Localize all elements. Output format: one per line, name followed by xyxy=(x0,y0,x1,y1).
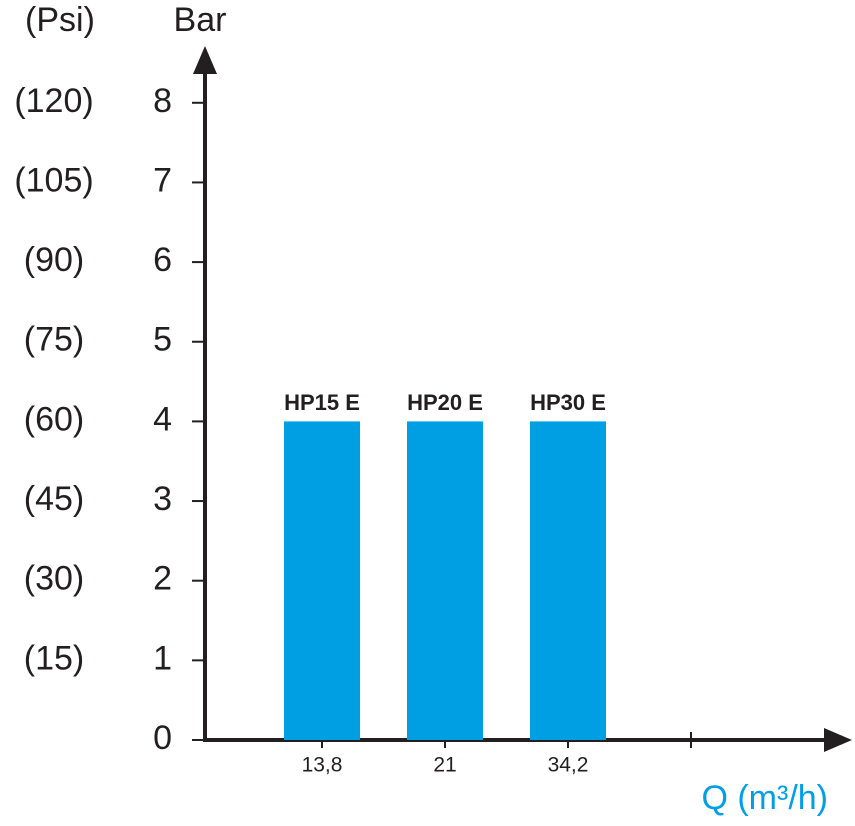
x-tick-label: 13,8 xyxy=(302,754,343,777)
bar-label: HP20 E xyxy=(407,390,483,415)
bar xyxy=(284,421,360,740)
bar-label: HP15 E xyxy=(284,390,360,415)
y-tick-label: 0 xyxy=(153,719,172,757)
y-axis-title: Bar xyxy=(174,1,227,39)
bar xyxy=(407,421,483,740)
y2-axis-title: (Psi) xyxy=(25,1,95,39)
y-tick-label: 3 xyxy=(153,480,172,518)
y2-tick-label: (60) xyxy=(24,400,84,438)
y2-tick-label: (75) xyxy=(24,321,84,359)
x-axis-title: Q (m³/h) xyxy=(701,779,828,817)
y2-tick-label: (120) xyxy=(14,82,93,120)
y-tick-label: 2 xyxy=(153,560,172,598)
bar xyxy=(530,421,606,740)
x-tick-label: 34,2 xyxy=(548,754,589,777)
y-tick-label: 1 xyxy=(153,639,172,677)
y2-tick-label: (45) xyxy=(24,480,84,518)
y-tick-label: 5 xyxy=(153,321,172,359)
y2-tick-label: (15) xyxy=(24,639,84,677)
x-axis-arrow xyxy=(824,728,852,752)
y-axis-arrow xyxy=(193,46,217,74)
x-tick-label: 21 xyxy=(433,754,456,777)
y-tick-label: 8 xyxy=(153,82,172,120)
y-tick-label: 4 xyxy=(153,400,172,438)
y-tick-label: 6 xyxy=(153,241,172,279)
y-tick-label: 7 xyxy=(153,161,172,199)
bar-label: HP30 E xyxy=(530,390,606,415)
y2-tick-label: (90) xyxy=(24,241,84,279)
y2-tick-label: (30) xyxy=(24,560,84,598)
y2-tick-label: (105) xyxy=(14,161,93,199)
